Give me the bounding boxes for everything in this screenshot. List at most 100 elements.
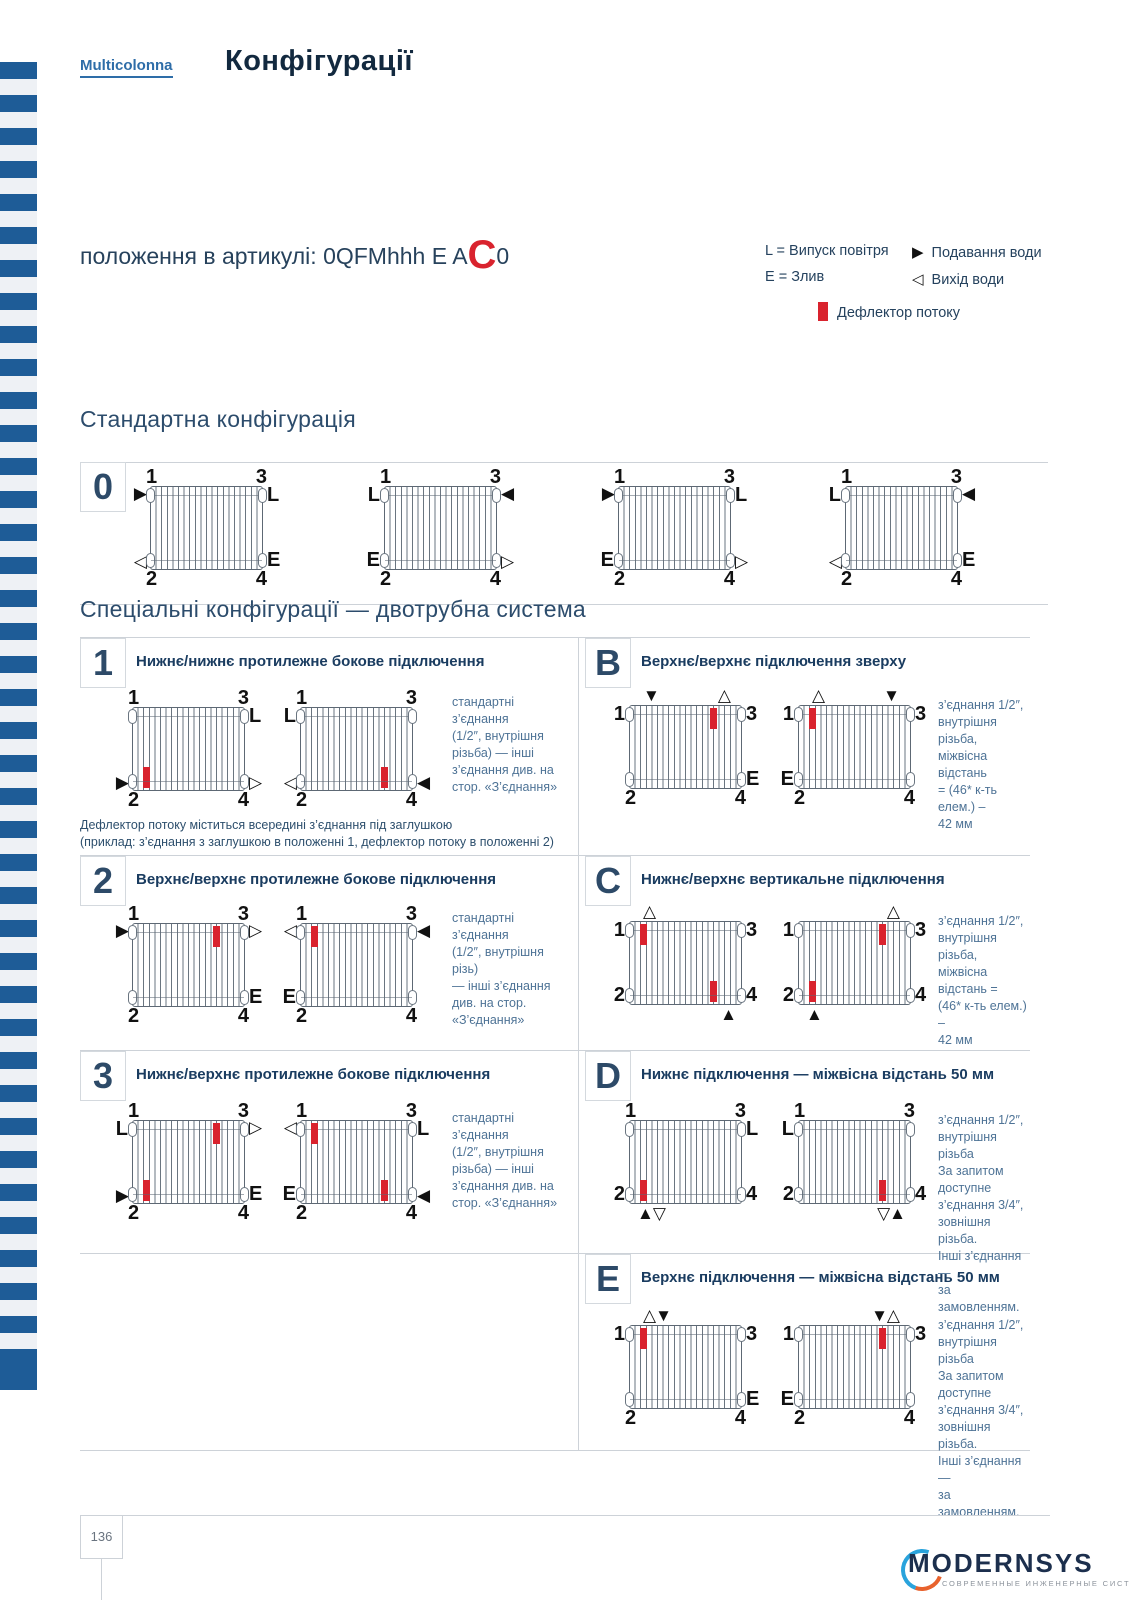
corner-number: 4 xyxy=(405,789,417,811)
radiator-cap xyxy=(296,709,305,724)
corner-number: 4 xyxy=(237,1202,249,1224)
corner-number: 4 xyxy=(734,787,746,809)
port-letter: L xyxy=(735,484,748,506)
radiator-cap xyxy=(794,1327,803,1342)
deflector-bar xyxy=(381,1180,388,1201)
config-cell-B: B Верхнє/верхнє підключення зверху ▼ △ 1 3 E 2 4… xyxy=(585,637,1030,855)
flow-arrow: ▷ xyxy=(249,773,262,792)
flow-arrow: ▲ xyxy=(720,1005,737,1024)
corner-number: 4 xyxy=(903,787,915,809)
corner-number: 2 xyxy=(625,787,637,809)
radiator-cap xyxy=(794,1122,803,1137)
deflector-bar xyxy=(879,1328,886,1349)
corner-number: 4 xyxy=(734,1407,746,1429)
logo-wordmark: MODERNSYS xyxy=(908,1548,1094,1578)
corner-number: 1 xyxy=(841,466,853,488)
flow-arrow: ▽▲ xyxy=(877,1204,906,1223)
row-label-C: C xyxy=(585,856,631,906)
radiator-cap xyxy=(258,488,267,503)
table-border xyxy=(80,1253,1030,1254)
connection-note: з’єднання 1/2″, внутрішня різьба За запито… xyxy=(938,1113,1024,1314)
deflector-bar xyxy=(640,924,647,945)
radiator-cap xyxy=(794,988,803,1003)
connection-note: з’єднання 1/2″, внутрішня різьба, міжвісна… xyxy=(938,698,1024,831)
flow-arrow: ◁ xyxy=(133,552,147,571)
corner-number: 4 xyxy=(746,984,758,1006)
flow-arrow: ◁ xyxy=(283,773,297,792)
article-suffix: 0 xyxy=(496,243,510,269)
radiator-cap xyxy=(794,923,803,938)
radiator-cap xyxy=(128,774,137,789)
corner-number: 2 xyxy=(296,789,308,811)
radiator-cap xyxy=(240,709,249,724)
brand-link: Multicolonna xyxy=(80,57,173,78)
corner-number: 3 xyxy=(915,919,927,941)
radiator-cap xyxy=(296,990,305,1005)
corner-number: 4 xyxy=(723,568,735,590)
corner-number: 4 xyxy=(903,1407,915,1429)
port-letter: E xyxy=(366,549,380,571)
flow-arrow: ▲▽ xyxy=(637,1204,666,1223)
radiator-body xyxy=(296,707,417,791)
corner-number: 3 xyxy=(723,466,735,488)
corner-number: 3 xyxy=(746,1323,758,1345)
flow-arrow: ◀ xyxy=(501,484,514,503)
radiator-body xyxy=(380,486,501,570)
flow-arrow: ▼△ xyxy=(871,1306,900,1325)
corner-number: 3 xyxy=(237,903,249,925)
standard-section-title: Стандартна конфігурація xyxy=(80,406,356,432)
flow-arrow: ▼ xyxy=(883,686,900,705)
radiator-diagram: 1 3 ▶ E L ▷ 2 4 xyxy=(592,464,757,592)
special-section-title: Спеціальні конфігурації — двотрубна сист… xyxy=(80,596,587,622)
deflector-bar xyxy=(640,1328,647,1349)
radiator-cap xyxy=(146,488,155,503)
corner-number: 2 xyxy=(146,568,158,590)
radiator-cap xyxy=(841,553,850,568)
legend-deflector: Дефлектор потоку xyxy=(818,302,960,321)
corner-number: 2 xyxy=(380,568,392,590)
port-letter: L xyxy=(283,705,296,727)
corner-number: 3 xyxy=(903,1100,915,1122)
radiator-cap xyxy=(240,1122,249,1137)
port-letter: E xyxy=(282,986,296,1008)
radiator-cap xyxy=(128,990,137,1005)
flow-arrow: ▼ xyxy=(643,686,660,705)
radiator-diagram: 1 3 ▶ L ▷ 2 4 xyxy=(106,685,271,813)
corner-number: 4 xyxy=(746,1183,758,1205)
corner-number: 2 xyxy=(782,984,794,1006)
outlet-arrow-icon: ◁ xyxy=(912,271,924,288)
corner-number: 1 xyxy=(296,1100,308,1122)
corner-number: 3 xyxy=(915,703,927,725)
deflector-bar xyxy=(809,981,816,1002)
radiator-diagram: △ ▼ 1 E 3 2 4 xyxy=(772,683,937,811)
radiator-diagram: 1 3 L 2 4 ▽▲ xyxy=(772,1098,937,1226)
radiator-cap xyxy=(128,1122,137,1137)
corner-number: 3 xyxy=(405,1100,417,1122)
radiator-body xyxy=(128,707,249,791)
corner-number: 3 xyxy=(746,919,758,941)
corner-number: 1 xyxy=(128,687,140,709)
port-letter: E xyxy=(249,1183,263,1205)
footer-rule xyxy=(80,1515,1050,1516)
radiator-body xyxy=(625,921,746,1005)
row-label-1: 1 xyxy=(80,638,126,688)
corner-number: 2 xyxy=(614,568,626,590)
radiator-cap xyxy=(625,1327,634,1342)
corner-number: 1 xyxy=(794,1100,806,1122)
radiator-cap xyxy=(794,1187,803,1202)
corner-number: 2 xyxy=(625,1407,637,1429)
article-prefix: положення в артикулі: 0QFMhhh E A xyxy=(80,243,468,269)
radiator-cap xyxy=(625,1392,634,1407)
port-letter: L xyxy=(781,1118,794,1140)
radiator-cap xyxy=(625,772,634,787)
connection-note: з’єднання 1/2″, внутрішня різьба За запито… xyxy=(938,1318,1024,1519)
radiator-cap xyxy=(737,1327,746,1342)
legend-supply: ▶ Подавання води xyxy=(912,243,1042,261)
flow-arrow: △ xyxy=(643,902,656,921)
corner-number: 3 xyxy=(405,687,417,709)
port-letter: E xyxy=(746,768,760,790)
port-letter: L xyxy=(367,484,380,506)
radiator-cap xyxy=(296,1122,305,1137)
corner-number: 2 xyxy=(128,1005,140,1027)
radiator-cap xyxy=(726,488,735,503)
